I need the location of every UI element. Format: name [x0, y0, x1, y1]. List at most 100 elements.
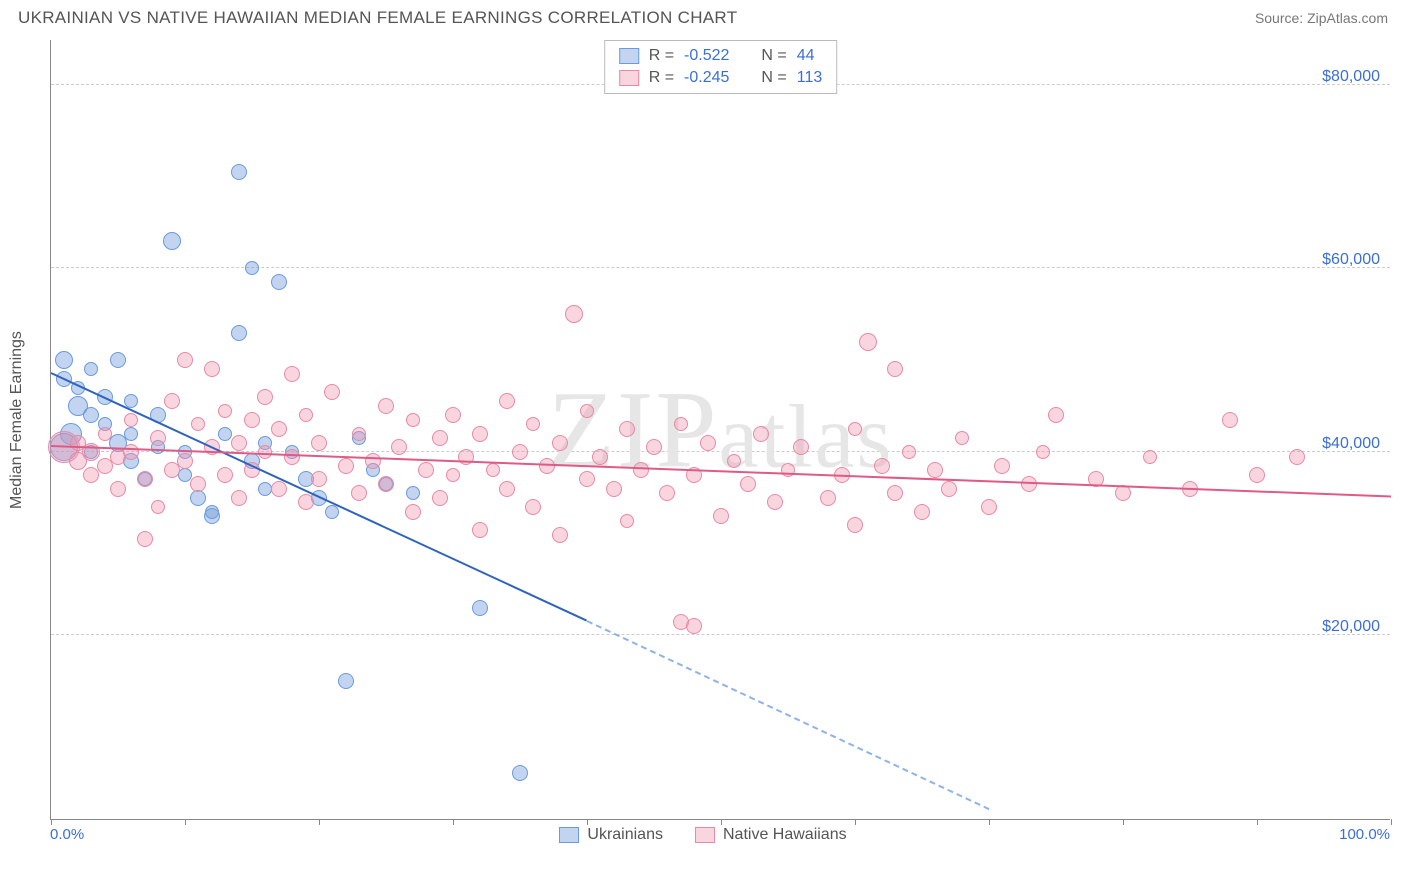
data-point-native_hawaiians [700, 435, 716, 451]
data-point-native_hawaiians [406, 413, 420, 427]
data-point-native_hawaiians [887, 485, 903, 501]
data-point-native_hawaiians [914, 504, 930, 520]
data-point-native_hawaiians [432, 430, 448, 446]
data-point-native_hawaiians [217, 467, 233, 483]
series-legend: Ukrainians Native Hawaiians [0, 826, 1406, 844]
data-point-native_hawaiians [619, 421, 635, 437]
legend-swatch [695, 827, 715, 843]
data-point-native_hawaiians [244, 412, 260, 428]
data-point-native_hawaiians [526, 417, 540, 431]
data-point-ukrainians [231, 325, 247, 341]
data-point-native_hawaiians [352, 427, 366, 441]
n-label: N = [761, 47, 786, 65]
legend-label: Ukrainians [587, 826, 663, 844]
chart-title: UKRAINIAN VS NATIVE HAWAIIAN MEDIAN FEMA… [18, 8, 737, 28]
data-point-native_hawaiians [338, 458, 354, 474]
data-point-native_hawaiians [324, 384, 340, 400]
data-point-native_hawaiians [633, 462, 649, 478]
data-point-native_hawaiians [941, 481, 957, 497]
data-point-native_hawaiians [781, 463, 795, 477]
data-point-ukrainians [406, 486, 420, 500]
x-tick [989, 819, 990, 825]
data-point-ukrainians [110, 352, 126, 368]
r-label: R = [649, 47, 674, 65]
data-point-native_hawaiians [927, 462, 943, 478]
x-tick [1257, 819, 1258, 825]
data-point-native_hawaiians [499, 481, 515, 497]
legend-item-ukrainians: Ukrainians [559, 826, 663, 844]
data-point-native_hawaiians [1289, 449, 1305, 465]
data-point-native_hawaiians [512, 444, 528, 460]
data-point-ukrainians [338, 673, 354, 689]
data-point-native_hawaiians [137, 471, 153, 487]
x-tick [319, 819, 320, 825]
data-point-native_hawaiians [848, 422, 862, 436]
y-tick-label: $40,000 [1322, 435, 1380, 453]
data-point-native_hawaiians [231, 435, 247, 451]
data-point-native_hawaiians [177, 453, 193, 469]
data-point-native_hawaiians [499, 393, 515, 409]
data-point-ukrainians [124, 427, 138, 441]
data-point-ukrainians [83, 407, 99, 423]
data-point-native_hawaiians [472, 426, 488, 442]
data-point-native_hawaiians [902, 445, 916, 459]
data-point-ukrainians [178, 468, 192, 482]
data-point-native_hawaiians [580, 404, 594, 418]
data-point-native_hawaiians [994, 458, 1010, 474]
data-point-ukrainians [163, 232, 181, 250]
correlation-legend: R =-0.522N =44R =-0.245N =113 [604, 40, 838, 94]
legend-label: Native Hawaiians [723, 826, 847, 844]
data-point-native_hawaiians [432, 490, 448, 506]
data-point-native_hawaiians [565, 305, 583, 323]
data-point-native_hawaiians [955, 431, 969, 445]
x-tick [453, 819, 454, 825]
data-point-ukrainians [190, 490, 206, 506]
data-point-native_hawaiians [351, 485, 367, 501]
data-point-native_hawaiians [311, 435, 327, 451]
data-point-ukrainians [55, 351, 73, 369]
data-point-native_hawaiians [859, 333, 877, 351]
data-point-native_hawaiians [405, 504, 421, 520]
data-point-native_hawaiians [284, 449, 300, 465]
data-point-native_hawaiians [740, 476, 756, 492]
data-point-native_hawaiians [1249, 467, 1265, 483]
grid-line [51, 634, 1390, 635]
data-point-native_hawaiians [646, 439, 662, 455]
data-point-native_hawaiians [1222, 412, 1238, 428]
data-point-native_hawaiians [271, 421, 287, 437]
data-point-native_hawaiians [271, 481, 287, 497]
data-point-native_hawaiians [713, 508, 729, 524]
n-value: 44 [797, 47, 815, 65]
data-point-native_hawaiians [151, 500, 165, 514]
y-axis-title: Median Female Earnings [8, 331, 26, 509]
data-point-native_hawaiians [190, 476, 206, 492]
y-tick-label: $80,000 [1322, 68, 1380, 86]
x-tick [185, 819, 186, 825]
data-point-native_hawaiians [727, 454, 741, 468]
data-point-native_hawaiians [164, 393, 180, 409]
data-point-native_hawaiians [1036, 445, 1050, 459]
data-point-native_hawaiians [753, 426, 769, 442]
data-point-ukrainians [512, 765, 528, 781]
data-point-ukrainians [472, 600, 488, 616]
data-point-native_hawaiians [284, 366, 300, 382]
data-point-native_hawaiians [847, 517, 863, 533]
source-label: Source: ZipAtlas.com [1255, 10, 1388, 26]
data-point-native_hawaiians [110, 481, 126, 497]
data-point-native_hawaiians [1143, 450, 1157, 464]
correlation-row-ukrainians: R =-0.522N =44 [619, 45, 823, 67]
x-tick [1123, 819, 1124, 825]
legend-item-native_hawaiians: Native Hawaiians [695, 826, 847, 844]
data-point-native_hawaiians [257, 389, 273, 405]
legend-swatch [619, 70, 639, 86]
data-point-native_hawaiians [552, 435, 568, 451]
data-point-native_hawaiians [874, 458, 890, 474]
data-point-ukrainians [84, 362, 98, 376]
data-point-native_hawaiians [418, 462, 434, 478]
data-point-native_hawaiians [686, 618, 702, 634]
data-point-native_hawaiians [204, 361, 220, 377]
y-tick-label: $20,000 [1322, 618, 1380, 636]
data-point-native_hawaiians [378, 398, 394, 414]
data-point-native_hawaiians [98, 427, 112, 441]
data-point-native_hawaiians [218, 404, 232, 418]
